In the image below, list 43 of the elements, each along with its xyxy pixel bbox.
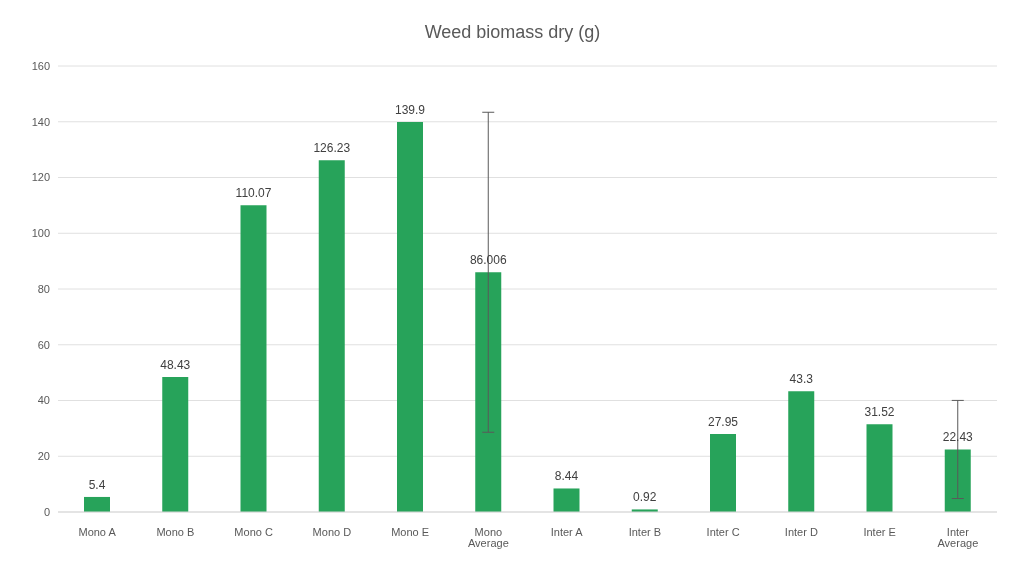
y-tick-label: 120: [31, 171, 50, 184]
bar: [553, 488, 580, 512]
y-tick-label: 100: [31, 227, 50, 240]
bar: [84, 496, 110, 512]
data-label: 27.95: [707, 415, 739, 430]
data-label: 126.23: [313, 141, 351, 156]
data-label: 139.9: [394, 103, 426, 118]
x-tick-label: Inter D: [784, 525, 818, 538]
bar: [866, 424, 893, 512]
x-tick-label: Inter Average: [937, 525, 979, 549]
x-tick-label: Mono C: [234, 525, 273, 538]
x-tick-label: Inter A: [550, 525, 584, 538]
bar: [240, 205, 267, 512]
y-tick-label: 0: [43, 505, 50, 518]
bar: [710, 434, 736, 512]
bar: [475, 272, 502, 512]
data-label: 48.43: [160, 358, 191, 372]
data-label: 110.07: [235, 186, 272, 201]
y-tick-label: 140: [31, 115, 50, 128]
x-tick-label: Inter E: [863, 525, 896, 538]
x-tick-label: Inter C: [706, 525, 740, 538]
data-label: 5.4: [88, 477, 106, 492]
y-tick-label: 80: [37, 282, 50, 295]
x-tick-label: Mono B: [156, 525, 195, 538]
bar: [944, 449, 971, 512]
bar: [788, 391, 815, 512]
x-tick-label: Mono A: [78, 525, 117, 538]
bar: [318, 160, 345, 512]
y-tick-label: 20: [37, 450, 50, 463]
bar: [162, 377, 189, 512]
x-tick-label: Inter B: [628, 525, 662, 538]
bar: [397, 122, 423, 512]
x-tick-label: Mono D: [312, 525, 352, 538]
data-label: 43.3: [789, 372, 814, 387]
data-label: 8.44: [554, 469, 579, 484]
y-tick-label: 160: [31, 59, 50, 72]
y-tick-label: 40: [37, 394, 50, 407]
x-tick-label: Mono Average: [467, 525, 509, 549]
data-label: 31.52: [864, 405, 895, 420]
y-tick-label: 60: [37, 338, 50, 351]
x-tick-label: Mono E: [391, 525, 430, 538]
chart-title: Weed biomass dry (g): [423, 21, 602, 44]
data-label: 0.92: [633, 490, 657, 505]
